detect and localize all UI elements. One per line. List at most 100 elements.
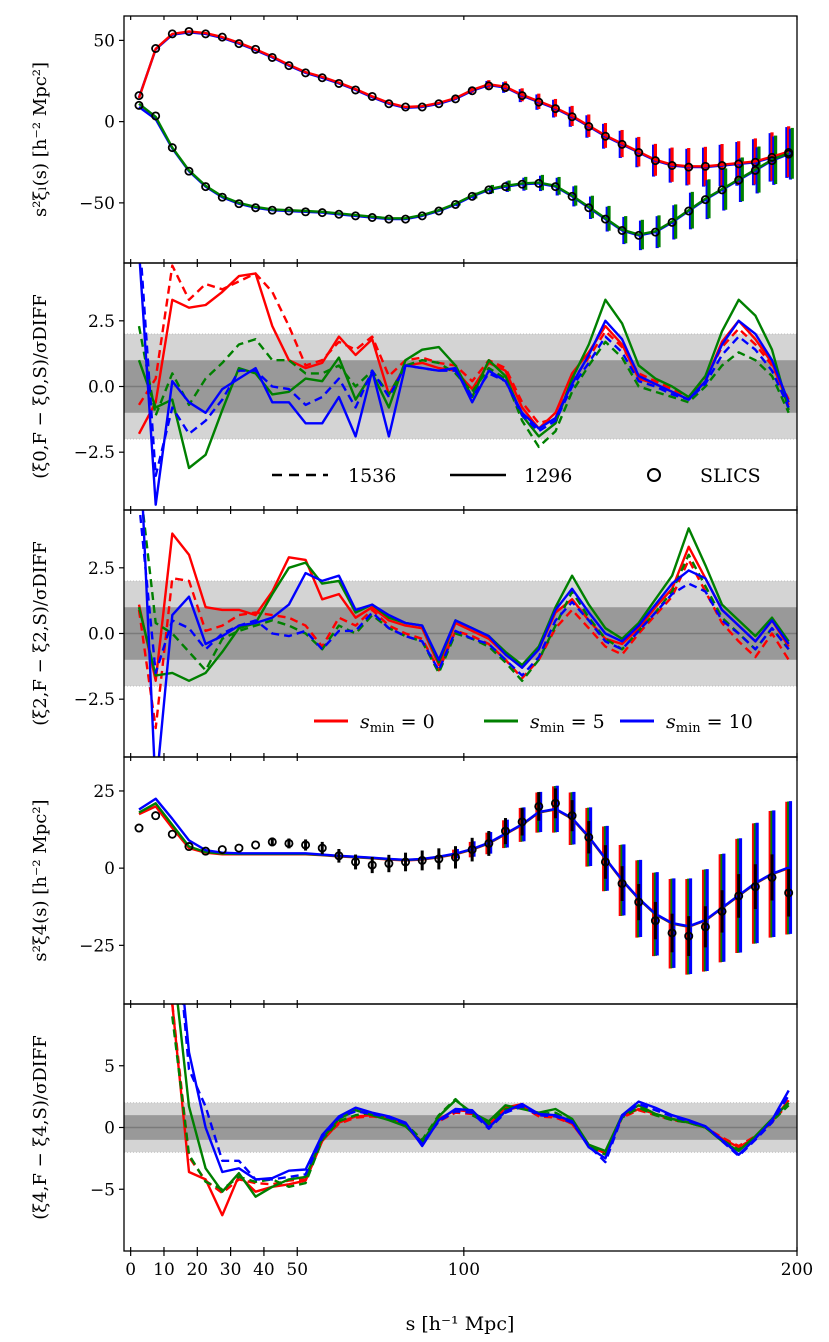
slics-point-xi4	[650, 916, 660, 926]
slics-point-xi4	[367, 860, 377, 870]
slics-point-xi2	[317, 208, 327, 218]
slics-point-xi4	[500, 826, 510, 836]
panel-xi4-difference: 5 0 −5 (ξ4,F − ξ4,S)/σDIFF	[30, 1003, 798, 1252]
slics-point-xi4	[417, 855, 427, 865]
slics-point-xi0	[617, 139, 627, 149]
x-tick-label: 100	[448, 1260, 480, 1280]
slics-point-xi2	[351, 211, 361, 221]
legend-value: = 0	[395, 711, 435, 733]
slics-point-xi4	[317, 843, 327, 853]
slics-point-xi4	[750, 882, 760, 892]
slics-point-xi0	[384, 99, 394, 109]
panel-multipole-4: 25 0 −25 s²ξ4(s) [h⁻² Mpc²]	[30, 756, 798, 1005]
y-tick-label: 50	[93, 31, 115, 51]
series-smin10-1296	[183, 1004, 790, 1181]
slics-point-xi2	[134, 100, 144, 110]
slics-point-xi2	[634, 230, 644, 240]
slics-point-xi2	[517, 179, 527, 189]
slics-point-xi2	[251, 203, 261, 213]
slics-point-xi0	[451, 94, 461, 104]
y-axis-label: s²ξₗ(s) [h⁻² Mpc²]	[30, 62, 51, 217]
slics-point-xi4	[251, 840, 261, 850]
slics-point-xi0	[767, 152, 777, 162]
slics-point-xi2	[334, 209, 344, 219]
slics-point-xi0	[334, 78, 344, 88]
y-tick-label: −2.5	[74, 690, 115, 710]
panel-xi2-difference: 2.5 0.0 −2.5 (ξ2,F − ξ2,S)/σDIFF smin = 0 smi…	[30, 509, 798, 758]
slics-point-xi0	[717, 160, 727, 170]
slics-point-xi2	[784, 149, 794, 159]
slics-point-xi0	[567, 112, 577, 122]
panel-xi0-difference: 2.5 0.0 −2.5 (ξ0,F − ξ0,S)/σDIFF 1536 1296 SLI…	[30, 262, 798, 511]
slics-point-xi4	[184, 842, 194, 852]
slics-point-xi0	[301, 68, 311, 78]
y-axis-label: (ξ2,F − ξ2,S)/σDIFF	[30, 541, 51, 725]
slics-point-xi0	[401, 102, 411, 112]
slics-point-xi4	[384, 859, 394, 869]
slics-point-xi4	[401, 857, 411, 867]
slics-point-xi0	[734, 159, 744, 169]
slics-point-xi2	[650, 227, 660, 237]
slics-point-xi0	[517, 91, 527, 101]
x-tick-label: 0	[125, 1260, 136, 1280]
slics-point-xi2	[767, 156, 777, 166]
slics-point-xi0	[217, 32, 227, 42]
slics-point-xi2	[451, 199, 461, 209]
series-smin10-1536	[182, 1004, 790, 1181]
slics-point-xi4	[517, 817, 527, 827]
y-axis-label: s²ξ4(s) [h⁻² Mpc²]	[30, 799, 51, 961]
slics-point-xi4	[484, 838, 494, 848]
slics-point-xi2	[401, 214, 411, 224]
slics-point-xi0	[267, 52, 277, 62]
y-tick-label: −25	[79, 936, 115, 956]
legend-sub: min	[676, 721, 701, 736]
slics-point-xi0	[500, 83, 510, 93]
legend-sub: min	[540, 721, 565, 736]
x-tick-label: 50	[286, 1260, 308, 1280]
slics-point-xi0	[667, 160, 677, 170]
slics-point-xi2	[550, 182, 560, 192]
slics-point-xi4	[134, 823, 144, 833]
slics-point-xi2	[217, 192, 227, 202]
slics-point-xi4	[784, 888, 794, 898]
slics-point-xi0	[684, 162, 694, 172]
slics-point-xi2	[417, 211, 427, 221]
slics-point-xi0	[700, 161, 710, 171]
slics-point-xi2	[301, 207, 311, 217]
slics-point-xi0	[184, 26, 194, 36]
y-tick-label: 0	[104, 1119, 115, 1139]
y-axis-label: (ξ0,F − ξ0,S)/σDIFF	[30, 294, 51, 478]
slics-point-xi0	[417, 102, 427, 112]
slics-point-xi4	[451, 852, 461, 862]
slics-point-xi4	[284, 838, 294, 848]
x-tick-label: 30	[220, 1260, 242, 1280]
slics-point-xi2	[184, 166, 194, 176]
slics-point-xi0	[201, 29, 211, 39]
slics-point-xi4	[684, 931, 694, 941]
slics-point-xi0	[750, 157, 760, 167]
slics-point-xi0	[251, 44, 261, 54]
slics-point-xi2	[584, 203, 594, 213]
y-tick-label: 25	[93, 782, 115, 802]
slics-point-xi2	[367, 212, 377, 222]
slics-point-xi0	[367, 91, 377, 101]
legend-value: = 5	[565, 711, 605, 733]
series-smin10-1296	[141, 510, 790, 757]
x-tick-label: 40	[253, 1260, 275, 1280]
legend-resolution: 1536 1296 SLICS	[272, 465, 761, 487]
slics-point-xi4	[767, 872, 777, 882]
legend-label-smin: smin = 0	[360, 711, 435, 736]
slics-point-xi2	[734, 175, 744, 185]
slics-point-xi0	[650, 156, 660, 166]
slics-point-xi4	[584, 832, 594, 842]
slics-point-xi2	[600, 214, 610, 224]
slics-point-xi2	[700, 195, 710, 205]
legend-value: = 10	[701, 711, 753, 733]
plot-area-multipole-4	[134, 785, 794, 975]
legend-smin: smin = 0 smin = 5 smin = 10	[314, 711, 753, 736]
series-smin5-1536	[171, 1016, 790, 1191]
series-smin10-1536	[138, 510, 790, 677]
slics-point-xi2	[500, 182, 510, 192]
slics-point-xi0	[467, 86, 477, 96]
